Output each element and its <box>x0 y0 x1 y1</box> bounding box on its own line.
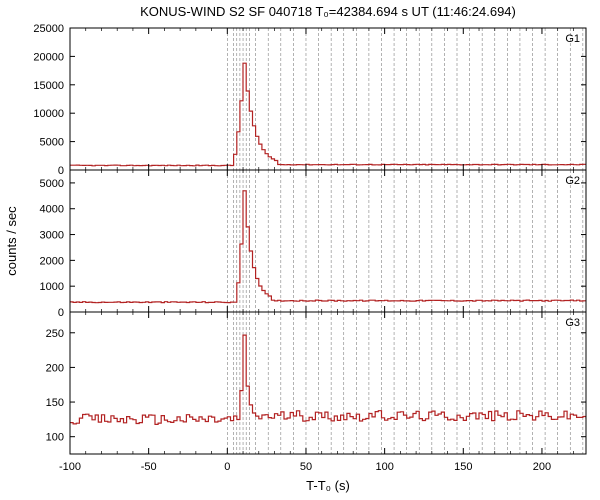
xtick-label: 100 <box>375 461 393 473</box>
xtick-label: -50 <box>141 461 157 473</box>
ytick-label: 0 <box>58 165 64 177</box>
xtick-label: 0 <box>224 461 230 473</box>
ytick-label: 15000 <box>33 80 64 92</box>
ytick-label: 10000 <box>33 108 64 120</box>
ytick-label: 150 <box>46 397 64 409</box>
panel-label-g1: G1 <box>565 33 580 45</box>
ytick-label: 100 <box>46 432 64 444</box>
xtick-label: 150 <box>454 461 472 473</box>
xtick-label: 50 <box>300 461 312 473</box>
plot-background <box>0 0 600 500</box>
xtick-label: 200 <box>533 461 551 473</box>
ytick-label: 5000 <box>40 178 64 190</box>
xtick-label: -100 <box>59 461 81 473</box>
y-axis-label: counts / sec <box>4 206 19 276</box>
ytick-label: 25000 <box>33 23 64 35</box>
ytick-label: 0 <box>58 307 64 319</box>
ytick-label: 5000 <box>40 137 64 149</box>
ytick-label: 3000 <box>40 230 64 242</box>
ytick-label: 2000 <box>40 255 64 267</box>
chart-title: KONUS-WIND S2 SF 040718 T₀=42384.694 s U… <box>140 4 516 19</box>
ytick-label: 20000 <box>33 51 64 63</box>
ytick-label: 1000 <box>40 281 64 293</box>
chart-container: KONUS-WIND S2 SF 040718 T₀=42384.694 s U… <box>0 0 600 500</box>
x-axis-label: T-T₀ (s) <box>306 478 350 493</box>
panel-label-g2: G2 <box>565 175 580 187</box>
ytick-label: 200 <box>46 362 64 374</box>
ytick-label: 250 <box>46 328 64 340</box>
panel-label-g3: G3 <box>565 317 580 329</box>
ytick-label: 4000 <box>40 204 64 216</box>
